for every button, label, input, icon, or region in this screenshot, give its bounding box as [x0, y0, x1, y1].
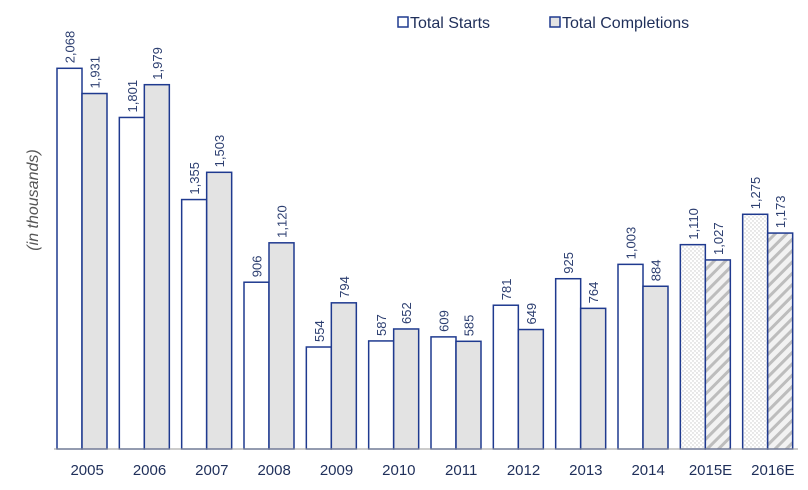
bar [330, 302, 358, 450]
bar [56, 67, 83, 450]
x-tick-label: 2014 [631, 462, 664, 479]
value-label: 781 [499, 279, 514, 301]
bar [704, 259, 732, 450]
x-tick-label: 2015E [689, 462, 732, 479]
y-axis-label: (in thousands) [25, 149, 42, 250]
bar [492, 304, 520, 450]
value-label: 1,275 [748, 177, 763, 210]
bar [430, 336, 457, 450]
bar [305, 346, 333, 450]
bar [455, 340, 482, 450]
bar [268, 242, 295, 450]
value-label: 1,110 [686, 208, 701, 240]
bar [642, 285, 669, 450]
legend-swatch [549, 16, 561, 28]
value-label: 794 [337, 276, 352, 298]
bar [205, 171, 233, 450]
bar [679, 243, 707, 450]
bar [367, 340, 395, 450]
value-label: 554 [312, 320, 327, 342]
value-label: 585 [462, 315, 477, 337]
x-tick-label: 2010 [382, 462, 415, 479]
bar [118, 116, 146, 450]
x-tick-label: 2016E [751, 462, 794, 479]
x-tick-label: 2011 [445, 462, 477, 479]
bar [766, 232, 794, 450]
value-label: 1,503 [212, 135, 227, 168]
value-label: 1,003 [624, 227, 639, 260]
value-label: 2,068 [63, 31, 78, 64]
value-label: 1,173 [773, 196, 788, 229]
value-label: 649 [524, 303, 539, 325]
bar [81, 92, 108, 450]
value-label: 1,801 [125, 80, 140, 113]
legend-label: Total Starts [410, 15, 490, 32]
value-label: 764 [586, 282, 601, 304]
x-tick-label: 2012 [507, 462, 540, 479]
x-tick-label: 2008 [257, 462, 290, 479]
x-tick-label: 2009 [320, 462, 353, 479]
value-label: 609 [437, 310, 452, 332]
value-label: 884 [649, 260, 664, 282]
bar [741, 213, 769, 450]
bar [392, 328, 420, 450]
value-label: 925 [561, 252, 576, 274]
x-tick-label: 2006 [133, 462, 166, 479]
bar [554, 277, 582, 450]
bar [180, 198, 208, 450]
legend-swatch [397, 16, 409, 28]
x-tick-label: 2013 [569, 462, 602, 479]
value-label: 587 [374, 314, 389, 336]
value-label: 1,355 [187, 162, 202, 195]
bar [143, 83, 171, 450]
value-label: 1,027 [711, 222, 726, 255]
x-tick-label: 2007 [195, 462, 228, 479]
value-label: 906 [250, 256, 265, 278]
bar [243, 281, 270, 450]
x-tick-label: 2005 [70, 462, 103, 479]
bar [517, 328, 545, 450]
value-label: 1,120 [275, 205, 290, 238]
bar [579, 307, 607, 450]
value-label: 1,931 [88, 56, 103, 89]
bar [617, 263, 644, 450]
value-label: 652 [399, 302, 414, 324]
value-label: 1,979 [150, 47, 165, 80]
legend-label: Total Completions [562, 15, 689, 32]
